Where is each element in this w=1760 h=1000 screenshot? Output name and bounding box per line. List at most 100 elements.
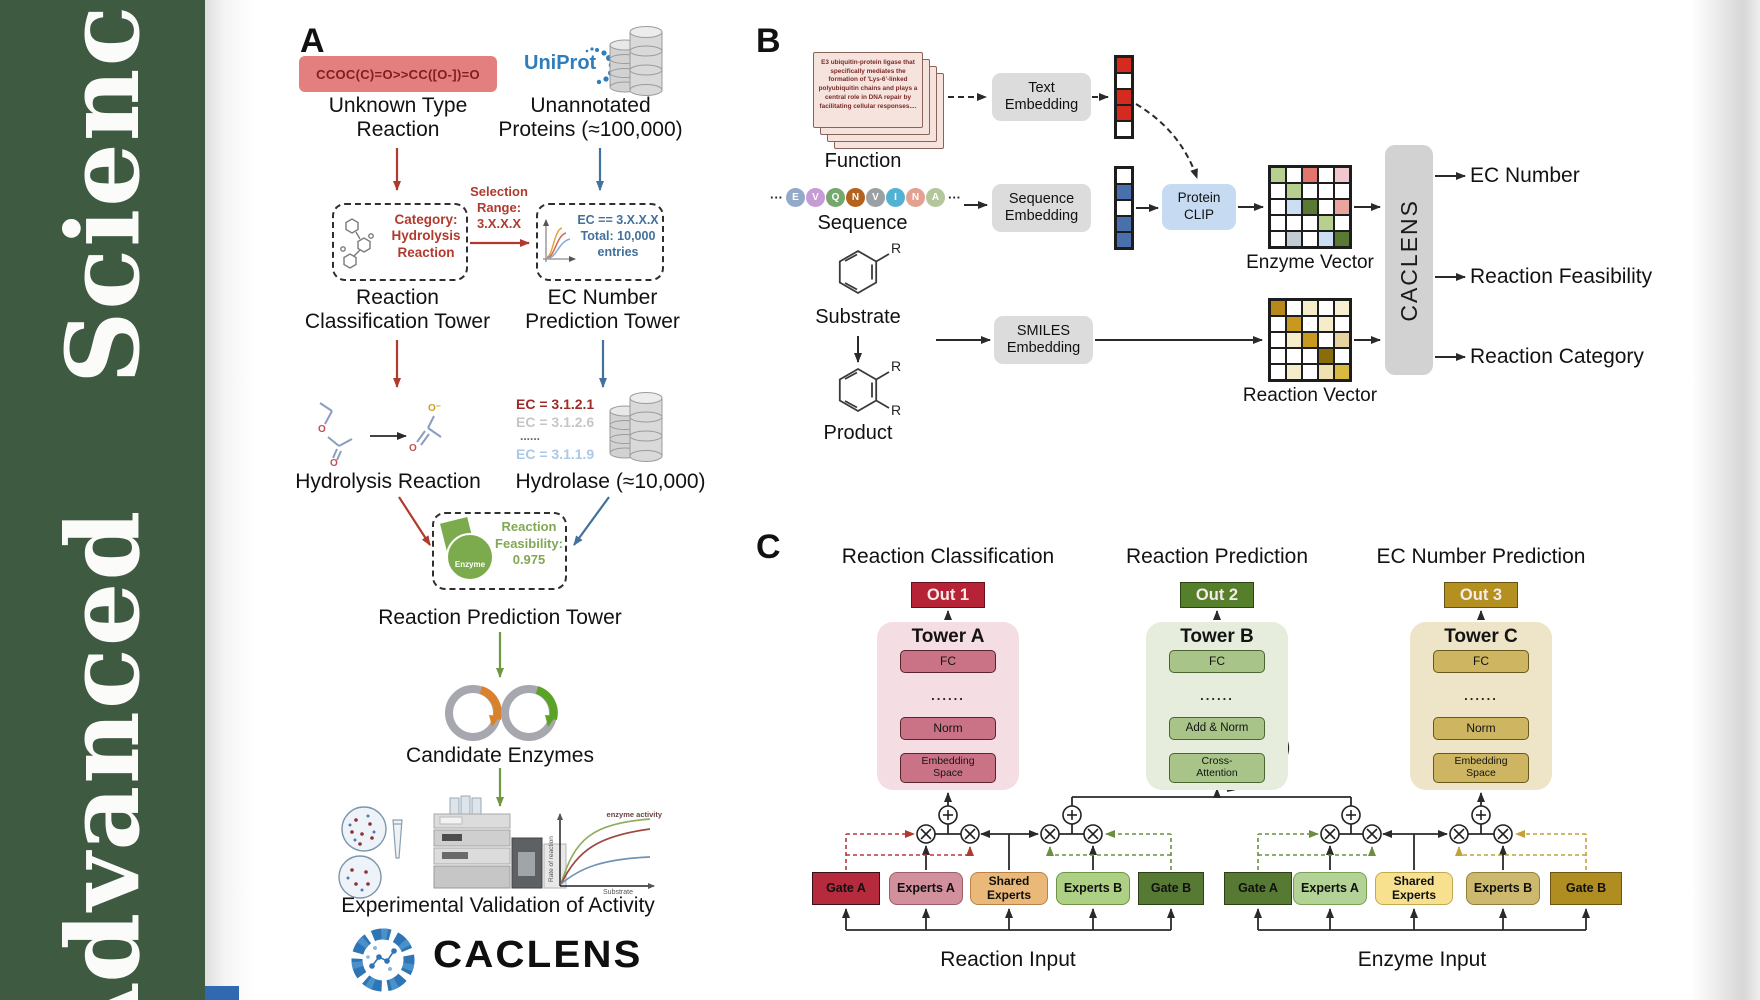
matrix-cell (1334, 215, 1350, 231)
tower-c-embedding-space: Embedding Space (1433, 753, 1529, 783)
matrix-cell (1334, 199, 1350, 215)
r-group-label: R (891, 402, 902, 418)
classification-tower-label: Reaction Classification Tower (304, 286, 491, 333)
banner-fade (205, 0, 253, 1000)
panel-b-label: B (756, 22, 781, 60)
ec-result-2: EC = 3.1.2.6 (516, 414, 595, 430)
matrix-cell (1270, 332, 1286, 348)
vector-cell (1116, 57, 1132, 73)
function-label: Function (824, 150, 902, 172)
plasmid-icons (445, 685, 558, 741)
matrix-cell (1270, 316, 1286, 332)
activity-ylabel: Rate of reaction (548, 836, 555, 882)
product-label: Product (823, 422, 893, 444)
vector-cell (1116, 121, 1132, 137)
atom-o: O (330, 458, 338, 469)
matrix-cell (1302, 215, 1318, 231)
matrix-cell (1318, 332, 1334, 348)
out1-box: Out 1 (911, 582, 985, 608)
right-experts-a-box: Experts A (1293, 872, 1367, 905)
matrix-cell (1302, 332, 1318, 348)
output-ec-number: EC Number (1470, 164, 1580, 187)
matrix-cell (1270, 300, 1286, 316)
tower-a-title: Tower A (911, 626, 985, 647)
matrix-cell (1270, 199, 1286, 215)
smiles-embedding-box: SMILES Embedding (994, 316, 1093, 364)
sequence-letter: V (866, 188, 885, 207)
add-node-icon (938, 805, 1491, 825)
matrix-cell (1318, 316, 1334, 332)
tower-c-fc: FC (1433, 650, 1529, 673)
matrix-cell (1302, 300, 1318, 316)
sequence-ellipsis: ··· (770, 190, 783, 205)
sequence-letter: Q (826, 188, 845, 207)
matrix-cell (1334, 348, 1350, 364)
corner-chip (205, 986, 239, 1000)
matrix-cell (1334, 231, 1350, 247)
reaction-vector-matrix (1268, 298, 1352, 382)
matrix-cell (1270, 167, 1286, 183)
enzyme-input-label: Enzyme Input (1357, 948, 1487, 971)
matrix-cell (1318, 231, 1334, 247)
activity-xlabel: Substrate (603, 889, 633, 896)
validation-label: Experimental Validation of Activity (341, 894, 655, 917)
prediction-tower-label: Reaction Prediction Tower (378, 606, 622, 629)
matrix-cell (1286, 316, 1302, 332)
matrix-cell (1286, 167, 1302, 183)
candidate-enzymes-label: Candidate Enzymes (406, 744, 594, 767)
enzyme-vector-matrix (1268, 165, 1352, 249)
panel-c-label: C (756, 528, 781, 566)
out3-box: Out 3 (1444, 582, 1518, 608)
matrix-cell (1302, 316, 1318, 332)
matrix-cell (1270, 231, 1286, 247)
matrix-cell (1302, 183, 1318, 199)
database-icon (609, 392, 663, 462)
function-card-text: E3 ubiquitin-protein ligase that specifi… (813, 52, 923, 128)
enzyme-icon-label: Enzyme (454, 560, 486, 569)
feasibility-dashed-box (432, 512, 567, 590)
hydrolase-label: Hydrolase (≈10,000) (515, 470, 706, 493)
sequence-letter: I (886, 188, 905, 207)
activity-curve-label: enzyme activity (606, 810, 662, 819)
vector-cell (1116, 184, 1132, 200)
task1-title: Reaction Classification (841, 545, 1055, 568)
reaction-vector-label: Reaction Vector (1242, 385, 1378, 406)
journal-title: Advanced Science (43, 0, 162, 1000)
vector-cell (1116, 89, 1132, 105)
matrix-cell (1334, 183, 1350, 199)
text-embedding-vector (1114, 55, 1134, 139)
category-note: Category: Hydrolysis Reaction (391, 212, 461, 260)
page-edge-fade (1692, 0, 1760, 1000)
ec-result-dots: ...... (520, 429, 541, 443)
journal-banner: Advanced Science (0, 0, 205, 1000)
matrix-cell (1318, 215, 1334, 231)
atom-o: O (409, 443, 417, 454)
matrix-cell (1334, 300, 1350, 316)
selection-range-note: Selection Range: 3.X.X.X (470, 184, 528, 231)
vector-cell (1116, 105, 1132, 121)
sequence-embedding-box: Sequence Embedding (992, 184, 1091, 232)
left-shared-experts-box: Shared Experts (970, 872, 1048, 905)
matrix-cell (1334, 167, 1350, 183)
vector-cell (1116, 200, 1132, 216)
matrix-cell (1318, 199, 1334, 215)
sequence-letter: N (906, 188, 925, 207)
vector-cell (1116, 232, 1132, 248)
right-experts-b-box: Experts B (1466, 872, 1540, 905)
ec-tower-label: EC Number Prediction Tower (525, 286, 680, 333)
caclens-bar-label: CACLENS (1395, 198, 1422, 322)
r-group-label: R (891, 240, 902, 256)
ec-filter-dashed-box (536, 203, 664, 281)
matrix-cell (1318, 167, 1334, 183)
panel-a-label: A (300, 22, 325, 60)
reaction-smiles-box: CCOC(C)=O>>CC([O-])=O (299, 56, 497, 92)
left-experts-b-box: Experts B (1056, 872, 1130, 905)
matrix-cell (1318, 348, 1334, 364)
left-experts-a-box: Experts A (889, 872, 963, 905)
caclens-model-bar: CACLENS (1385, 145, 1433, 375)
ec-result-1: EC = 3.1.2.1 (516, 396, 595, 412)
matrix-cell (1334, 364, 1350, 380)
product-structure-icon (838, 367, 890, 413)
